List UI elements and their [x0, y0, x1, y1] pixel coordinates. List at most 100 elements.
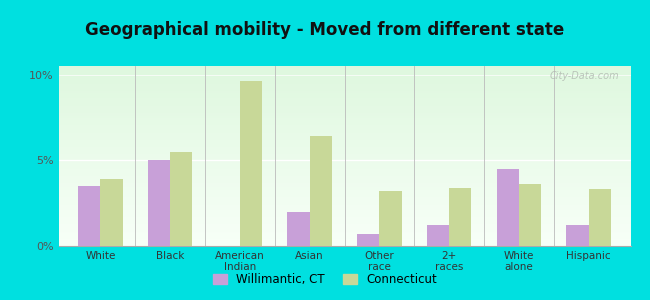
Bar: [58, 91, 630, 93]
Bar: [58, 163, 630, 165]
Bar: [589, 189, 611, 246]
Bar: [58, 113, 630, 115]
Bar: [58, 88, 630, 89]
Bar: [58, 176, 630, 178]
Bar: [58, 140, 630, 142]
Bar: [58, 242, 630, 244]
Bar: [58, 235, 630, 237]
Bar: [58, 143, 630, 145]
Bar: [58, 70, 630, 71]
Bar: [58, 86, 630, 88]
Bar: [58, 154, 630, 156]
Bar: [58, 187, 630, 188]
Bar: [58, 120, 630, 122]
Bar: [58, 223, 630, 224]
Bar: [287, 212, 309, 246]
Bar: [58, 210, 630, 212]
Legend: Willimantic, CT, Connecticut: Willimantic, CT, Connecticut: [208, 269, 442, 291]
Bar: [58, 133, 630, 134]
Bar: [240, 81, 262, 246]
Bar: [58, 156, 630, 158]
Bar: [58, 219, 630, 221]
Bar: [58, 89, 630, 91]
Bar: [58, 98, 630, 100]
Bar: [58, 165, 630, 167]
Bar: [58, 201, 630, 203]
Bar: [58, 230, 630, 232]
Bar: [58, 151, 630, 152]
Bar: [58, 215, 630, 217]
Bar: [58, 79, 630, 80]
Bar: [58, 226, 630, 228]
Bar: [58, 95, 630, 97]
Bar: [309, 136, 332, 246]
Bar: [58, 134, 630, 136]
Bar: [58, 136, 630, 138]
Bar: [58, 93, 630, 95]
Bar: [58, 68, 630, 70]
Bar: [58, 179, 630, 181]
Bar: [58, 188, 630, 190]
Bar: [58, 197, 630, 199]
Bar: [58, 169, 630, 170]
Bar: [58, 194, 630, 196]
Bar: [58, 178, 630, 179]
Bar: [100, 179, 123, 246]
Bar: [58, 129, 630, 131]
Bar: [58, 107, 630, 109]
Bar: [58, 185, 630, 187]
Bar: [58, 124, 630, 125]
Bar: [566, 225, 589, 246]
Bar: [497, 169, 519, 246]
Bar: [58, 206, 630, 208]
Bar: [427, 225, 449, 246]
Bar: [380, 191, 402, 246]
Bar: [58, 244, 630, 246]
Bar: [58, 100, 630, 102]
Bar: [58, 214, 630, 215]
Bar: [58, 111, 630, 113]
Bar: [58, 161, 630, 163]
Bar: [58, 138, 630, 140]
Bar: [58, 152, 630, 154]
Bar: [58, 205, 630, 206]
Bar: [58, 71, 630, 73]
Bar: [58, 199, 630, 201]
Bar: [58, 84, 630, 86]
Bar: [58, 237, 630, 239]
Bar: [58, 217, 630, 219]
Bar: [58, 228, 630, 230]
Bar: [58, 172, 630, 174]
Bar: [58, 170, 630, 172]
Bar: [58, 224, 630, 226]
Bar: [58, 115, 630, 116]
Bar: [58, 241, 630, 242]
Bar: [58, 174, 630, 176]
Bar: [58, 106, 630, 107]
Text: City-Data.com: City-Data.com: [549, 71, 619, 81]
Bar: [148, 160, 170, 246]
Bar: [58, 203, 630, 205]
Bar: [58, 104, 630, 106]
Bar: [58, 232, 630, 233]
Bar: [58, 183, 630, 185]
Bar: [58, 239, 630, 241]
Bar: [58, 66, 630, 68]
Bar: [58, 75, 630, 77]
Bar: [58, 160, 630, 161]
Bar: [58, 116, 630, 118]
Bar: [58, 221, 630, 223]
Bar: [58, 233, 630, 235]
Bar: [58, 102, 630, 104]
Bar: [58, 147, 630, 149]
Bar: [58, 181, 630, 183]
Bar: [449, 188, 471, 246]
Bar: [58, 80, 630, 82]
Bar: [58, 145, 630, 147]
Bar: [58, 82, 630, 84]
Bar: [357, 234, 380, 246]
Bar: [58, 73, 630, 75]
Bar: [58, 127, 630, 129]
Bar: [58, 167, 630, 169]
Bar: [58, 196, 630, 197]
